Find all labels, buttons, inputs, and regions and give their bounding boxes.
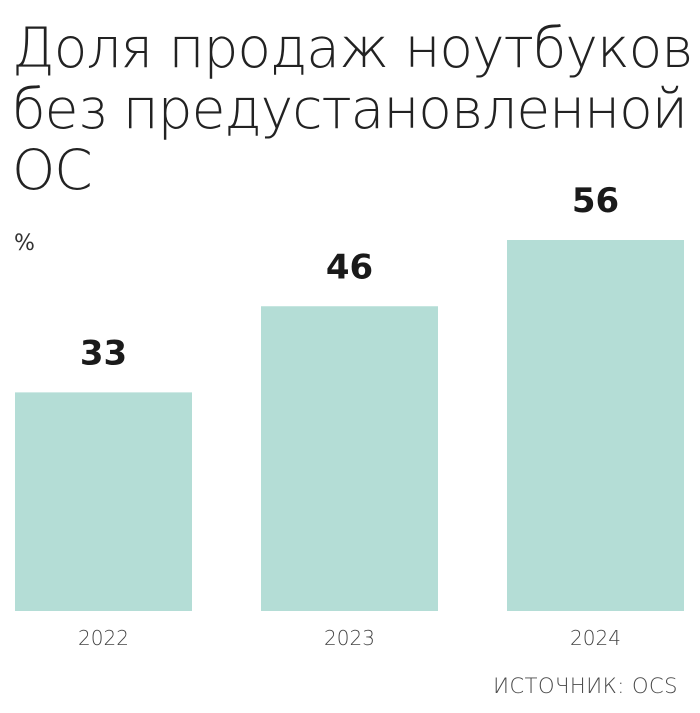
- chart-title: Доля продаж ноутбуков без предустановлен…: [12, 16, 694, 202]
- category-label-2024: 2024: [570, 626, 621, 650]
- bar-2022: [15, 392, 192, 611]
- bar-2023: [261, 306, 438, 611]
- value-label-2022: 33: [80, 333, 127, 373]
- chart-title-line-3: ОС: [12, 138, 93, 202]
- source-note: ИСТОЧНИК: OCS: [493, 674, 678, 698]
- chart-title-line-2: без предустановленной: [12, 77, 688, 141]
- value-label-2023: 46: [326, 247, 373, 287]
- chart-title-line-1: Доля продаж ноутбуков: [12, 16, 694, 80]
- category-label-2023: 2023: [324, 626, 375, 650]
- unit-label: %: [14, 231, 35, 256]
- category-label-2022: 2022: [78, 626, 129, 650]
- value-label-2024: 56: [572, 181, 619, 221]
- bar-2024: [507, 240, 684, 611]
